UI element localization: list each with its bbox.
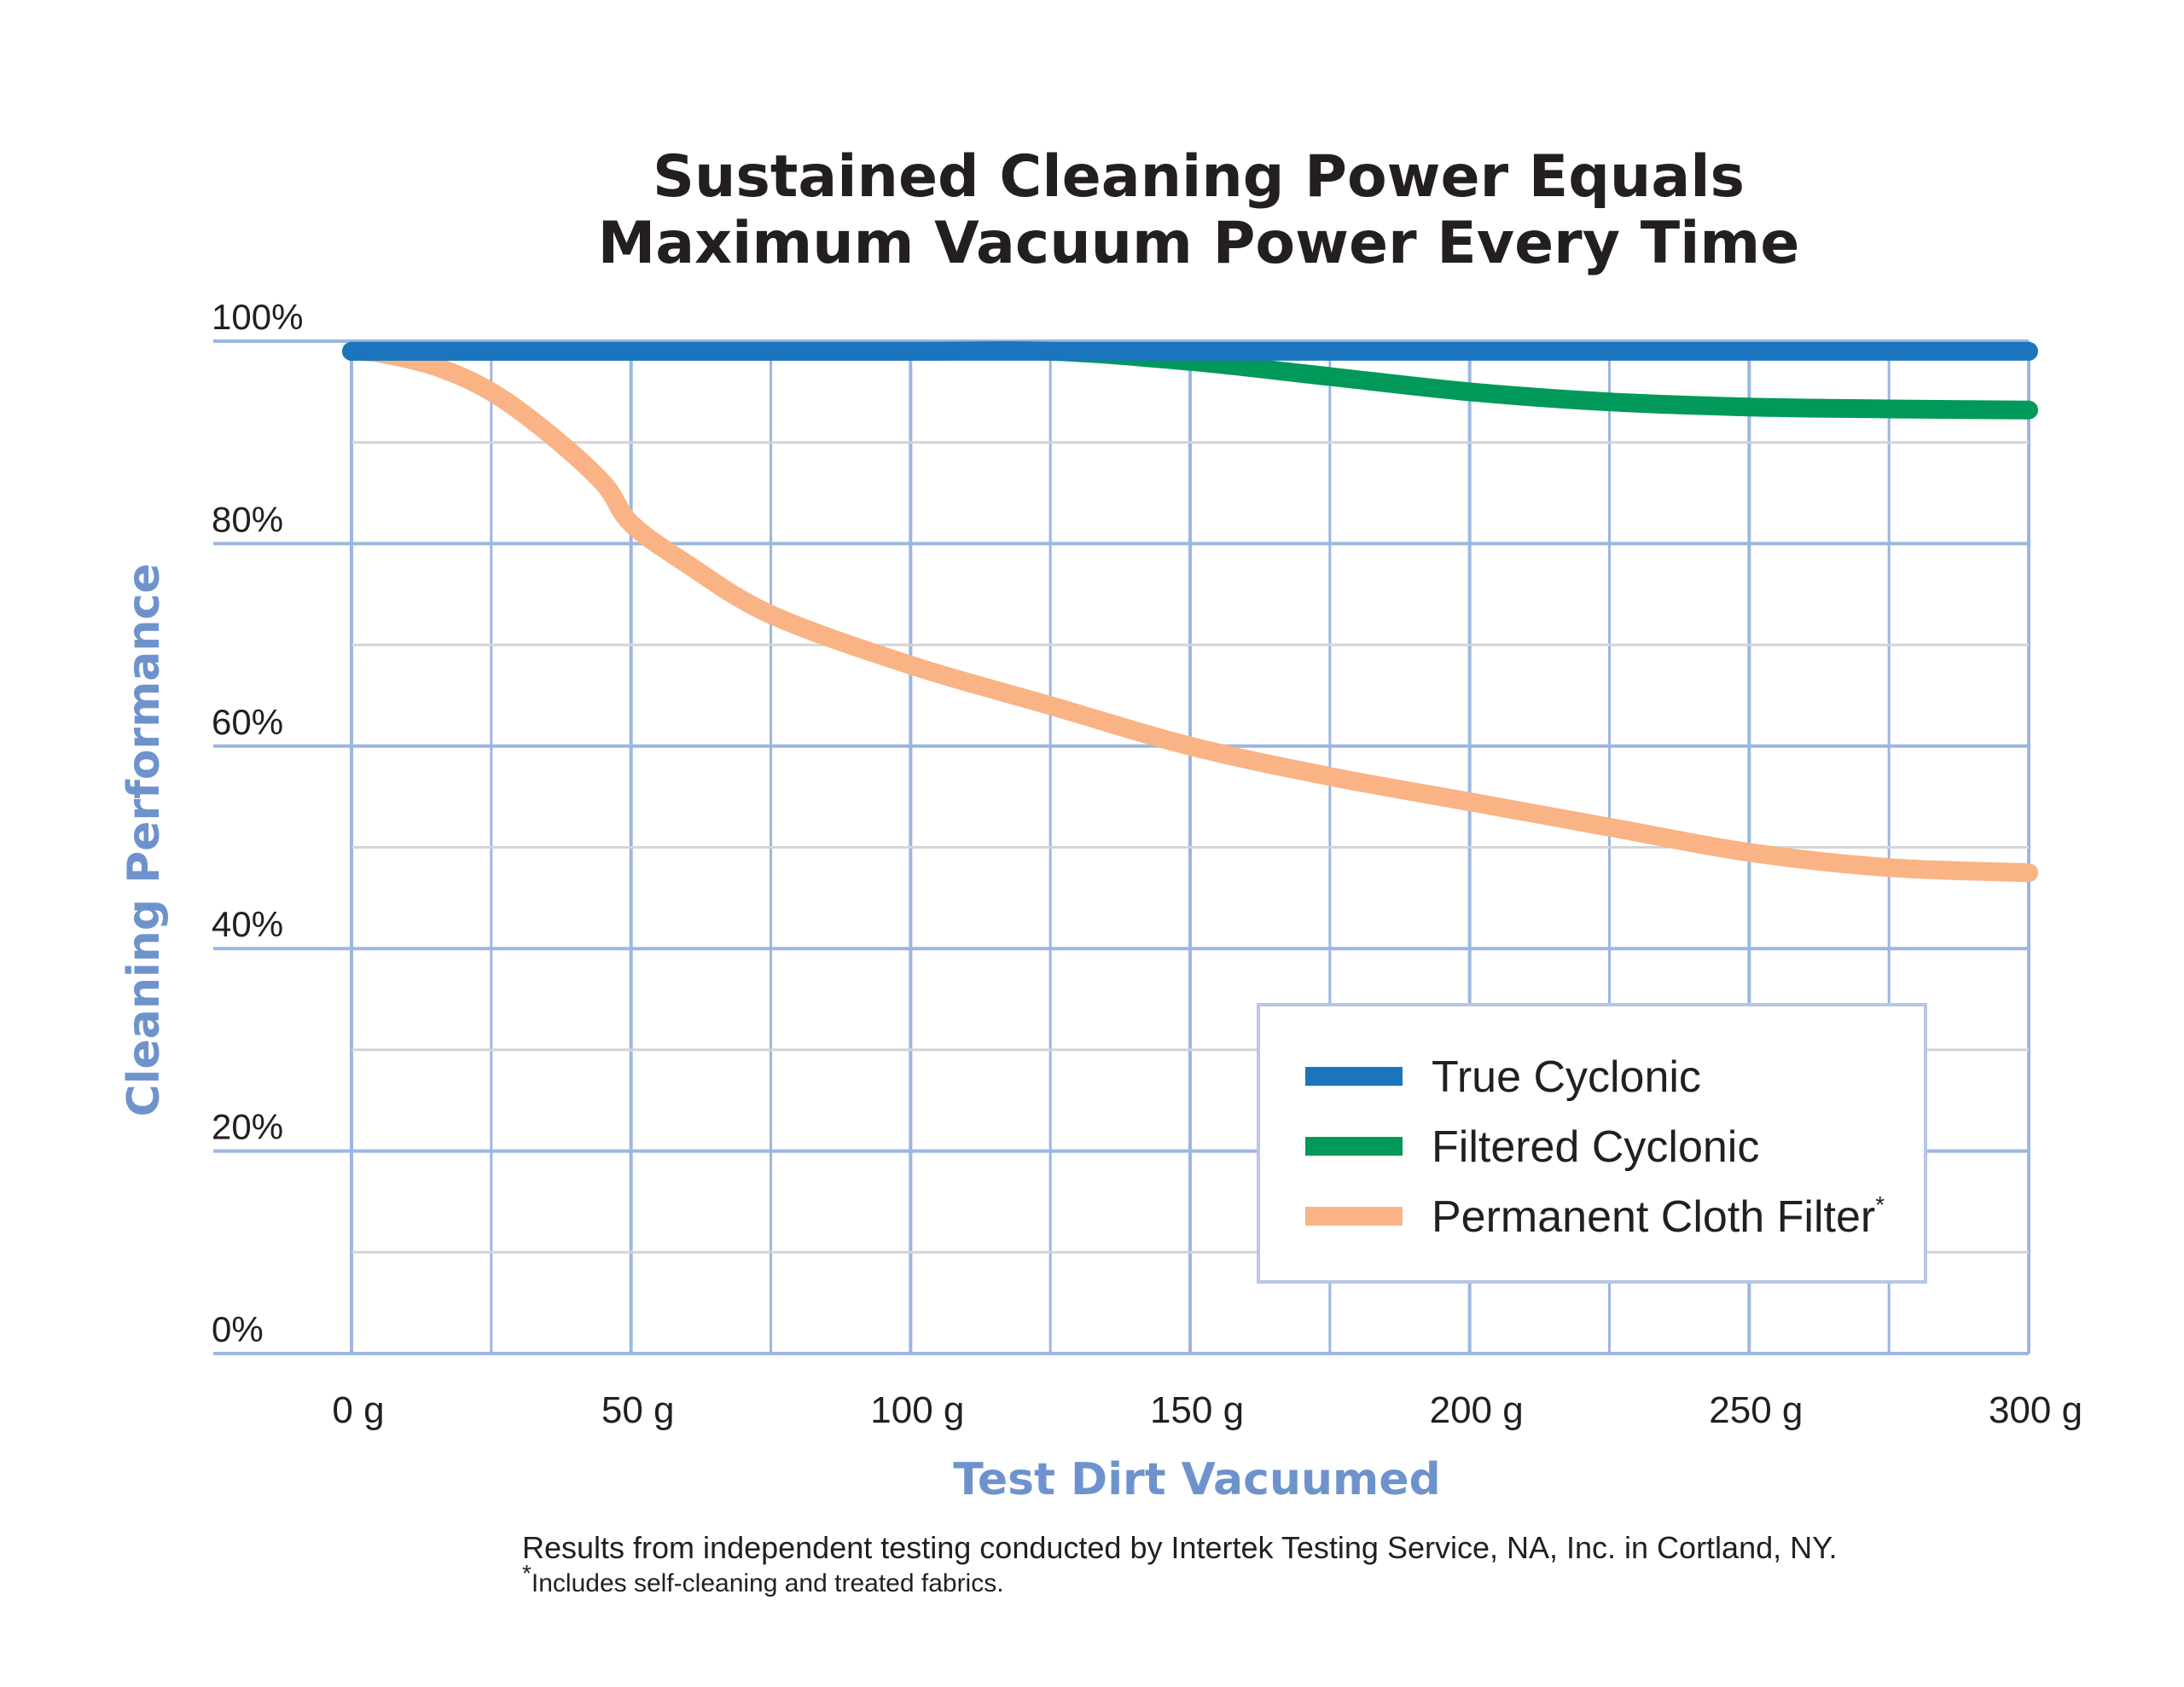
y-tick-label: 20% (212, 1107, 283, 1147)
x-tick-label: 50 g (601, 1389, 675, 1431)
x-tick-label: 300 g (1989, 1389, 2082, 1431)
y-tick-label: 80% (212, 499, 283, 539)
y-tick-labels: 0% 20% 40% 60% 80% 100% (212, 297, 303, 1349)
footnote: Results from independent testing conduct… (522, 1530, 1838, 1565)
legend-swatch-permanent-cloth-filter (1305, 1207, 1403, 1226)
x-tick-label: 150 g (1150, 1389, 1244, 1431)
y-tick-label: 40% (212, 904, 283, 944)
legend-swatch-true-cyclonic (1305, 1067, 1403, 1086)
x-tick-labels: 0 g 50 g 100 g 150 g 200 g 250 g 300 g (332, 1389, 2082, 1431)
legend-label-text: Permanent Cloth Filter (1432, 1192, 1875, 1242)
legend-label-true-cyclonic: True Cyclonic (1432, 1052, 1701, 1102)
chart-title-line-2: Maximum Vacuum Power Every Time (598, 210, 1800, 277)
x-axis-label: Test Dirt Vacuumed (953, 1454, 1440, 1505)
footnote-note-text: Includes self-cleaning and treated fabri… (531, 1569, 1004, 1597)
x-tick-label: 200 g (1430, 1389, 1524, 1431)
chart-grid (213, 339, 2030, 1355)
y-tick-label: 60% (212, 702, 283, 742)
legend-label-text: True Cyclonic (1432, 1052, 1701, 1102)
legend-label-permanent-cloth-filter: Permanent Cloth Filter* (1432, 1191, 1885, 1242)
x-tick-label: 100 g (870, 1389, 964, 1431)
legend-swatch-filtered-cyclonic (1305, 1137, 1403, 1156)
y-tick-label: 100% (212, 297, 303, 337)
x-tick-label: 0 g (332, 1389, 384, 1431)
legend-label-asterisk: * (1875, 1191, 1885, 1218)
legend: True Cyclonic Filtered Cyclonic Permanent … (1257, 1003, 1927, 1284)
chart-title-line-1: Sustained Cleaning Power Equals (653, 143, 1745, 211)
footnote-asterisk-note: *Includes self-cleaning and treated fabr… (522, 1560, 1004, 1597)
legend-label-text: Filtered Cyclonic (1432, 1122, 1759, 1172)
footnote-asterisk: * (522, 1560, 531, 1586)
y-tick-label: 0% (212, 1309, 264, 1349)
legend-label-filtered-cyclonic: Filtered Cyclonic (1432, 1122, 1759, 1172)
series-line-permanent-cloth-filter (342, 341, 2038, 883)
y-axis-label: Cleaning Performance (119, 564, 170, 1117)
chart-series (342, 341, 2038, 883)
legend-items: True Cyclonic Filtered Cyclonic Permanent … (1305, 1052, 1885, 1242)
x-tick-label: 250 g (1709, 1389, 1803, 1431)
